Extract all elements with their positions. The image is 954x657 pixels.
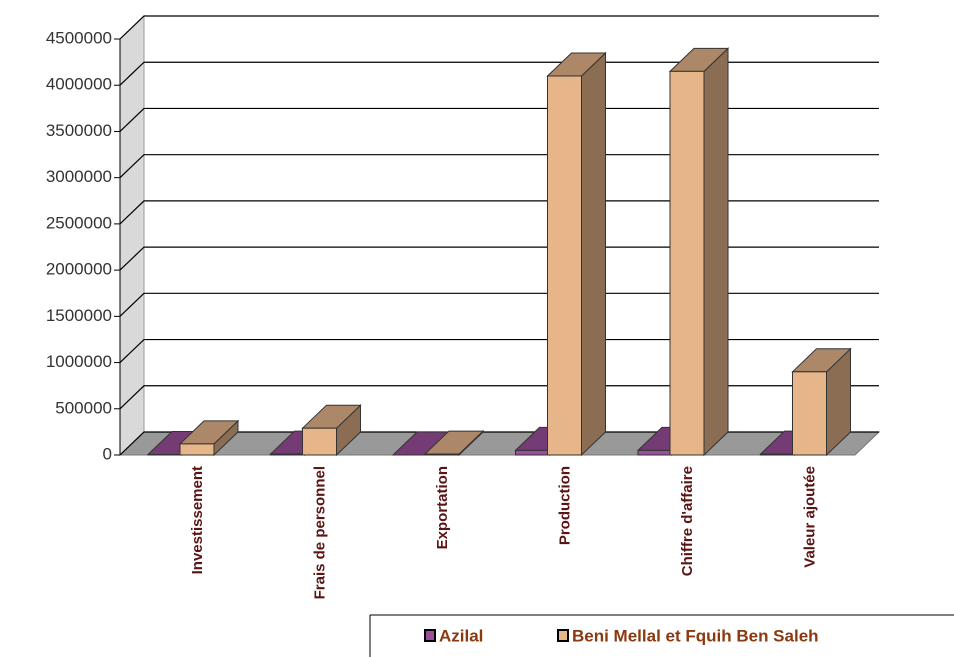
- bar: [791, 347, 852, 457]
- y-tick-label: 2500000: [46, 213, 112, 232]
- bar-front: [424, 453, 460, 456]
- grid-line: [119, 15, 879, 40]
- legend-swatch: [424, 629, 436, 642]
- bar-front: [669, 70, 705, 456]
- legend-label: Beni Mellal et Fquih Ben Saleh: [572, 626, 819, 645]
- y-tick-label: 1500000: [46, 306, 112, 325]
- grid-line: [119, 292, 879, 317]
- bar: [668, 47, 730, 457]
- y-tick-label: 4500000: [46, 28, 112, 47]
- y-tick-label: 3500000: [46, 121, 112, 140]
- bar-front: [515, 449, 550, 456]
- grid-line: [119, 154, 879, 179]
- x-tick-label: Valeur ajoutée: [801, 466, 818, 568]
- grid-line: [119, 107, 879, 132]
- bar-front: [792, 371, 827, 456]
- legend-swatch: [557, 629, 569, 642]
- grid-line: [119, 338, 879, 363]
- grid-line: [119, 385, 879, 410]
- grid-line: [119, 431, 879, 456]
- bar-front: [760, 453, 795, 456]
- x-tick-label: Exportation: [434, 466, 451, 549]
- walls: [118, 14, 881, 457]
- y-tick-label: 3000000: [46, 167, 112, 186]
- y-tick-label: 0: [103, 444, 112, 463]
- bar: [178, 419, 240, 457]
- x-tick-label: Frais de personnel: [311, 466, 328, 599]
- bar-front: [547, 75, 582, 456]
- bar: [546, 51, 607, 457]
- bar-front: [302, 427, 337, 456]
- bar: [301, 404, 362, 457]
- x-tick-label: Production: [556, 466, 573, 545]
- bar-front: [270, 453, 305, 456]
- y-tick-label: 1000000: [46, 352, 112, 371]
- legend-label: Azilal: [439, 626, 483, 645]
- grid-line: [119, 246, 879, 271]
- bar-side: [703, 47, 729, 457]
- y-tick-label: 500000: [55, 398, 112, 417]
- y-tick-label: 2000000: [46, 260, 112, 279]
- bar-front: [637, 449, 673, 456]
- x-tick-label: Investissement: [189, 466, 206, 574]
- bar-front: [179, 443, 215, 456]
- grid-line: [119, 200, 879, 225]
- y-tick-label: 4000000: [46, 75, 112, 94]
- bar: [423, 429, 485, 457]
- x-tick-label: Chiffre d'affaire: [679, 466, 696, 576]
- bar-side: [581, 51, 606, 457]
- grid-line: [119, 61, 879, 86]
